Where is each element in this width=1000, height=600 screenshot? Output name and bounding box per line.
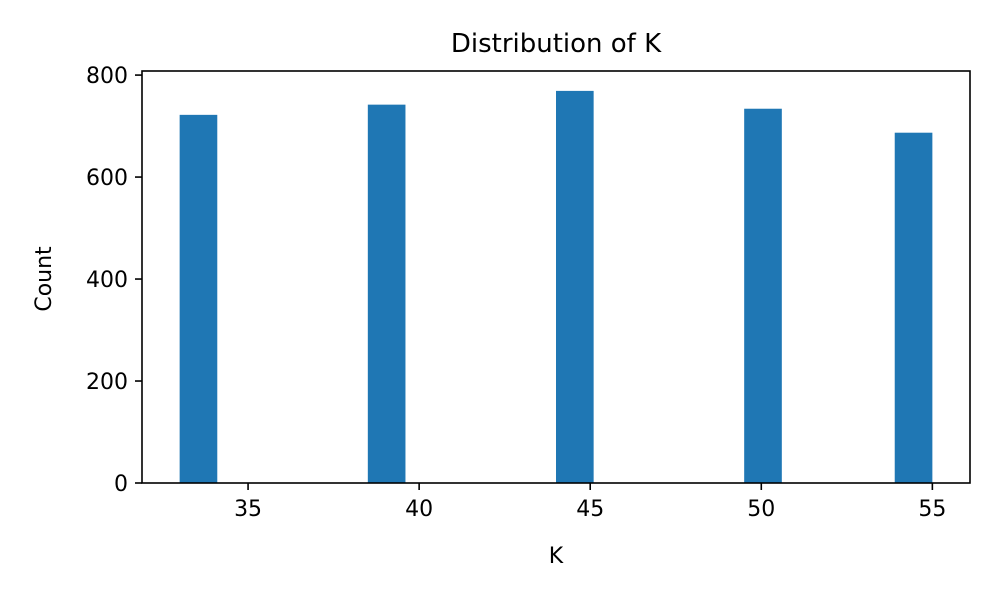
plot-frame (141, 70, 971, 484)
y-axis-ticks: 0 200 400 600 800 (86, 64, 142, 497)
chart-title: Distribution of K (451, 29, 662, 59)
histogram-bar-5 (894, 132, 933, 483)
x-axis-ticks: 35 40 45 50 55 (234, 483, 946, 522)
histogram-bar-1 (179, 114, 218, 483)
y-tick-label: 200 (86, 370, 128, 395)
x-tick-label: 50 (747, 497, 775, 522)
y-tick-label: 600 (86, 166, 128, 191)
histogram-bar-3 (556, 90, 594, 483)
x-tick-label: 40 (405, 497, 433, 522)
x-tick-label: 45 (576, 497, 604, 522)
x-tick-label: 55 (918, 497, 946, 522)
y-axis-label: Count (32, 246, 57, 312)
y-tick-label: 400 (86, 268, 128, 293)
x-axis-label: K (549, 544, 564, 569)
histogram-bar-2 (367, 104, 406, 484)
x-tick-label: 35 (234, 497, 262, 522)
bars-group (179, 90, 933, 484)
histogram-bar-4 (744, 108, 782, 483)
y-tick-label: 800 (86, 64, 128, 89)
y-tick-label: 0 (114, 472, 128, 497)
